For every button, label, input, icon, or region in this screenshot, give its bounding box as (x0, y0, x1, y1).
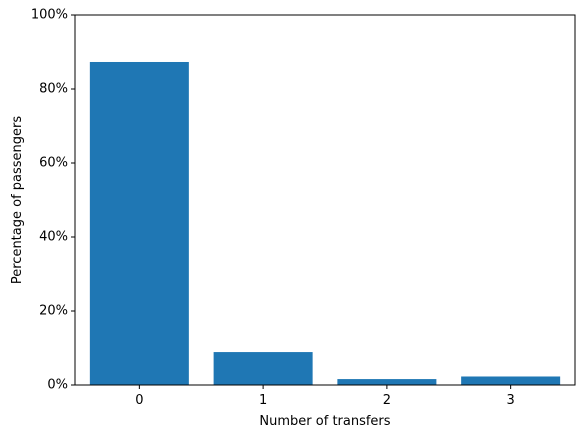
x-axis-label: Number of transfers (259, 414, 390, 429)
y-tick-label: 20% (39, 304, 68, 319)
y-tick-label: 80% (39, 82, 68, 97)
y-tick-label: 0% (47, 378, 68, 393)
plot-frame (74, 14, 576, 386)
y-tick-label: 40% (39, 230, 68, 245)
y-axis-label: Percentage of passengers (10, 116, 25, 285)
x-tick-label: 0 (135, 393, 143, 408)
x-tick-label: 1 (259, 393, 267, 408)
y-tick-label: 60% (39, 156, 68, 171)
bar-3 (461, 376, 561, 385)
bar-0 (89, 61, 189, 386)
y-axis-ticks: 0% 20% 40% 60% 80% 100% (31, 8, 75, 393)
x-axis-ticks: 0 1 2 3 (135, 385, 515, 408)
bars-group (89, 61, 561, 386)
bar-2 (337, 379, 437, 385)
bar-1 (213, 352, 313, 385)
y-tick-label: 100% (31, 8, 68, 23)
x-tick-label: 2 (383, 393, 391, 408)
x-tick-label: 3 (507, 393, 515, 408)
